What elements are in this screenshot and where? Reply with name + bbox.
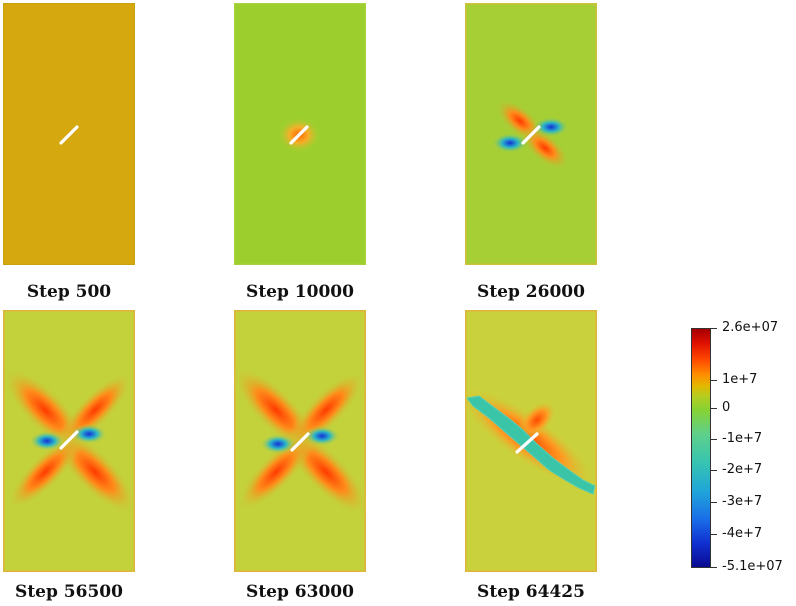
crack-line [515,432,539,454]
stress-field-panel-4 [3,310,135,572]
colorbar-tick-min [711,567,717,568]
crack-line [59,430,79,450]
crack-line [289,125,309,145]
panel-1-caption: Step 500 [26,282,112,302]
colorbar-tick-label: -1e+7 [722,431,763,446]
stress-field-panel-5 [234,310,366,572]
panel-6-caption: Step 64425 [477,582,585,602]
colorbar-tick [711,408,717,409]
colorbar [691,328,711,568]
stress-field-panel-2 [234,3,366,265]
colorbar-tick-label: 1e+7 [722,372,758,387]
crack-band [466,395,596,495]
colorbar-tick-max [711,328,717,329]
panel-2-caption: Step 10000 [246,282,354,302]
colorbar-tick-label: -3e+7 [722,494,763,509]
colorbar-max-label: 2.6e+07 [722,320,779,335]
colorbar-tick-label: -2e+7 [722,462,763,477]
colorbar-tick-label: 0 [722,400,731,415]
colorbar-tick [711,470,717,471]
colorbar-tick [711,439,717,440]
colorbar-min-label: -5.1e+07 [722,559,783,574]
colorbar-tick [711,380,717,381]
colorbar-tick [711,502,717,503]
colorbar-tick-label: -4e+7 [722,526,763,541]
panel-5-caption: Step 63000 [246,582,354,602]
panel-3-caption: Step 26000 [477,282,585,302]
stress-field-panel-3 [465,3,597,265]
crack-line [59,125,79,145]
crack-line [521,125,541,145]
stress-field-panel-6 [465,310,597,572]
colorbar-tick [711,534,717,535]
stress-field-panel-1 [3,3,135,265]
panel-4-caption: Step 56500 [15,582,123,602]
crack-line [290,432,310,452]
